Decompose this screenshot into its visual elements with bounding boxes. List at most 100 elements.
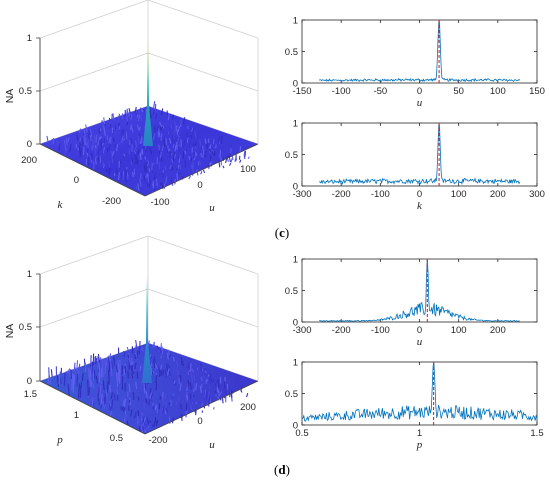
surface-texture — [131, 372, 134, 379]
surface-texture — [155, 113, 158, 119]
surface-texture — [190, 127, 194, 133]
surface-texture — [154, 392, 157, 398]
surface-texture — [175, 401, 178, 407]
x-tick-label: 200 — [490, 325, 506, 336]
surface-texture — [166, 363, 168, 372]
surface-texture — [201, 402, 204, 407]
surface-texture — [126, 108, 129, 115]
surface-texture — [79, 142, 82, 147]
surface-texture — [68, 136, 71, 140]
surface-texture — [160, 369, 163, 377]
x-tick-label: -150 — [292, 86, 311, 97]
surface-texture — [108, 137, 111, 144]
surface-texture — [105, 389, 108, 399]
surface-texture — [170, 123, 173, 130]
surface-texture — [182, 151, 185, 159]
surface-texture — [135, 140, 137, 148]
surface-texture — [108, 117, 111, 121]
y-tick-label: 0 — [293, 79, 298, 90]
surface-texture — [196, 169, 199, 176]
z-tick-label: 0.5 — [19, 322, 32, 333]
surface-texture — [191, 368, 195, 373]
surface-texture — [153, 172, 157, 181]
y-tick-label: 0.5 — [285, 150, 298, 161]
series-line — [318, 122, 521, 186]
surface-texture — [199, 161, 202, 167]
surface-texture — [78, 363, 81, 372]
surface-texture — [240, 389, 243, 393]
surface-texture — [85, 124, 88, 133]
surface-texture — [196, 367, 199, 371]
surface-texture — [215, 393, 217, 397]
surface-texture — [140, 411, 143, 419]
surface-texture — [47, 377, 50, 385]
surface-texture — [188, 155, 191, 160]
x-tick-label: -200 — [332, 325, 351, 336]
surface-texture — [101, 358, 104, 378]
left-axis-tick-label: 0 — [74, 175, 79, 186]
surface-plot-d: 1 0.5 0 NA 1.5 1 0.5 p -200 0 200 u — [4, 235, 259, 451]
surface-texture — [161, 349, 164, 356]
surface-texture — [218, 136, 221, 142]
surface-texture — [102, 380, 105, 391]
surface-texture — [188, 176, 191, 180]
surface-texture — [140, 114, 143, 121]
surface-texture — [156, 125, 159, 131]
surface-texture — [211, 378, 213, 383]
surface-texture — [157, 366, 161, 373]
surface-texture — [89, 128, 93, 137]
surface-texture — [168, 371, 171, 376]
surface-texture — [220, 135, 223, 144]
surface-texture — [173, 120, 177, 127]
x-tick-label: -100 — [371, 189, 390, 200]
surface-texture — [179, 124, 182, 128]
surface-texture — [144, 156, 147, 160]
surface-texture — [125, 131, 128, 140]
surface-texture — [195, 401, 198, 405]
surface-texture — [50, 138, 53, 145]
surface-texture — [64, 140, 66, 147]
surface-texture — [182, 117, 186, 125]
surface-texture — [141, 362, 144, 371]
surface-texture — [56, 375, 60, 388]
surface-texture — [88, 368, 90, 379]
surface-texture — [107, 356, 110, 363]
left-axis-label: p — [56, 434, 63, 446]
surface-texture — [110, 360, 113, 370]
surface-texture — [162, 369, 165, 376]
surface-texture — [97, 147, 100, 156]
surface-texture — [97, 382, 99, 394]
z-tick-label: 1 — [27, 269, 32, 280]
surface-texture — [126, 421, 129, 425]
surface-texture — [199, 385, 202, 394]
surface-texture — [123, 153, 126, 157]
y-tick-label: 1 — [293, 358, 298, 369]
surface-texture — [124, 356, 127, 363]
surface-texture — [124, 365, 127, 374]
y-tick-label: 0.5 — [285, 47, 298, 58]
surface-texture — [227, 154, 230, 158]
surface-texture — [157, 349, 160, 353]
surface-texture — [131, 157, 134, 166]
surface-texture — [100, 143, 103, 150]
surface-texture — [115, 170, 118, 175]
surface-texture — [152, 341, 155, 349]
surface-texture — [175, 360, 179, 367]
surface-texture — [123, 417, 126, 423]
x-tick-label: -50 — [373, 86, 387, 97]
surface-texture — [152, 101, 156, 110]
surface-texture — [194, 145, 197, 151]
surface-texture — [92, 382, 95, 389]
surface-texture — [151, 371, 154, 375]
surface-texture — [154, 404, 157, 411]
surface-texture — [77, 147, 80, 152]
surface-texture — [124, 410, 127, 418]
surface-texture — [167, 349, 170, 356]
surface-texture — [102, 161, 105, 166]
surface-texture — [134, 352, 138, 358]
y-tick-label: 0 — [293, 318, 298, 329]
surface-texture — [172, 152, 176, 160]
surface-texture — [152, 371, 155, 374]
surface-texture — [202, 145, 204, 151]
surface-texture — [109, 123, 112, 130]
